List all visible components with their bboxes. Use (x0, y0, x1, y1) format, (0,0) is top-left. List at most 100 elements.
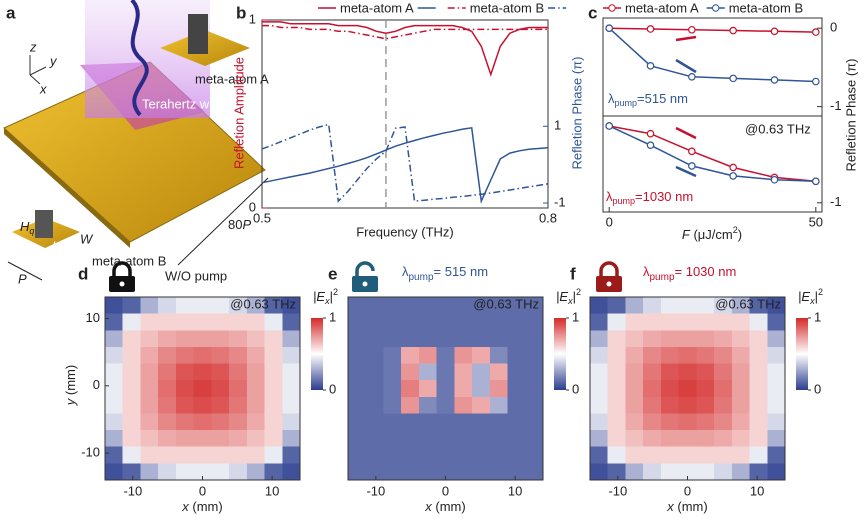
heat-cell (175, 313, 195, 331)
heat-cell (489, 446, 509, 464)
heat-cell (175, 363, 195, 381)
heat-cell (193, 396, 212, 414)
heat-cell (282, 413, 301, 431)
heat-cell (731, 346, 751, 365)
heat-cell (714, 363, 733, 381)
heat-cell (175, 446, 195, 464)
heat-cell (590, 463, 609, 481)
heat-cell (454, 446, 473, 464)
heat-cell (489, 380, 509, 398)
heat-cell (678, 396, 697, 414)
heat-cell (158, 430, 177, 448)
y-tick-label: -1 (830, 98, 842, 113)
heat-cell (282, 297, 301, 315)
y-tick-label: 0 (93, 377, 100, 392)
heat-cell (282, 346, 301, 365)
heat-cell (383, 346, 402, 365)
heat-cell (229, 430, 248, 448)
heat-cell (348, 463, 367, 481)
colorbar-tick-label: 1 (814, 309, 821, 324)
point (646, 25, 655, 33)
var: y (63, 397, 78, 406)
heat-cell (158, 330, 177, 348)
heat-cell (696, 363, 715, 381)
heat-cell (211, 463, 230, 481)
heat-cell (229, 446, 248, 464)
point (688, 162, 696, 170)
panel-title: λpump= 515 nm (402, 264, 488, 282)
heat-cell (418, 297, 438, 315)
heat-cell (436, 346, 455, 365)
heat-cell (175, 330, 195, 348)
heat-cell (122, 463, 141, 481)
heat-cell (643, 396, 662, 414)
axis-label: x (39, 81, 47, 96)
heat-cell (264, 446, 283, 464)
lock-open-blue (352, 261, 378, 292)
heat-cell (454, 313, 473, 331)
heat-cell (714, 313, 733, 331)
heat-cell (714, 346, 733, 365)
heat-cell (229, 346, 248, 365)
heat-cell (714, 463, 733, 481)
arrow (675, 35, 697, 42)
annotation: @0.63 THz (473, 296, 539, 311)
heat-cell (525, 463, 544, 481)
heat-cell (714, 413, 733, 431)
x-axis-label: F (μJ/cm2) (682, 225, 742, 242)
end: | (330, 289, 333, 304)
sub: pump (615, 98, 638, 108)
unit: (mm) (189, 499, 223, 514)
y-tick-label: 10 (86, 310, 100, 325)
heat-cell (105, 396, 124, 414)
sup: 2 (333, 287, 338, 297)
heat-cell (140, 446, 159, 464)
heat-cell (454, 380, 473, 398)
colorbar-tick-label: 0 (814, 381, 821, 396)
var: x (181, 499, 189, 514)
heat-cell (401, 363, 420, 381)
heat-cell (383, 396, 402, 414)
point (688, 25, 696, 34)
series-line (609, 27, 816, 33)
heat-cell (401, 330, 420, 348)
heat-cell (454, 363, 473, 381)
heat-cell (454, 430, 473, 448)
arrow (675, 58, 697, 74)
heat-cell (749, 330, 768, 348)
heat-cell (660, 380, 680, 398)
heat-cell (193, 446, 212, 464)
heat-cell (625, 313, 644, 331)
dim-label: Hq (20, 219, 34, 236)
series-line (261, 123, 549, 203)
heat-cell (436, 413, 455, 431)
y2-tick-label: -1 (554, 194, 566, 209)
heat-cell (507, 346, 526, 365)
x-tick-label: 10 (750, 483, 764, 498)
legend-marker (608, 4, 616, 12)
heat-cell (365, 346, 384, 365)
heat-cell (264, 330, 283, 348)
x-tick-label: -10 (366, 483, 385, 498)
heat-cell (678, 413, 697, 431)
heat-cell (678, 330, 697, 348)
heat-cell (175, 297, 195, 315)
end: ) (738, 227, 742, 242)
heat-cell (590, 430, 609, 448)
heat-cell (749, 396, 768, 414)
heat-cell (696, 380, 715, 398)
heat-cell (454, 413, 473, 431)
heat-cell (472, 313, 491, 331)
rest: =515 nm (637, 91, 688, 106)
heat-cell (193, 463, 212, 481)
heat-cell (122, 297, 141, 315)
heat-cell (643, 363, 662, 381)
heat-cell (105, 297, 124, 315)
legend-marker (712, 4, 720, 12)
heat-cell (472, 396, 491, 414)
heat-cell (436, 380, 455, 398)
heat-cell (660, 396, 680, 414)
heat-cell (678, 446, 697, 464)
heat-cell (625, 363, 644, 381)
board-edge (4, 128, 130, 248)
